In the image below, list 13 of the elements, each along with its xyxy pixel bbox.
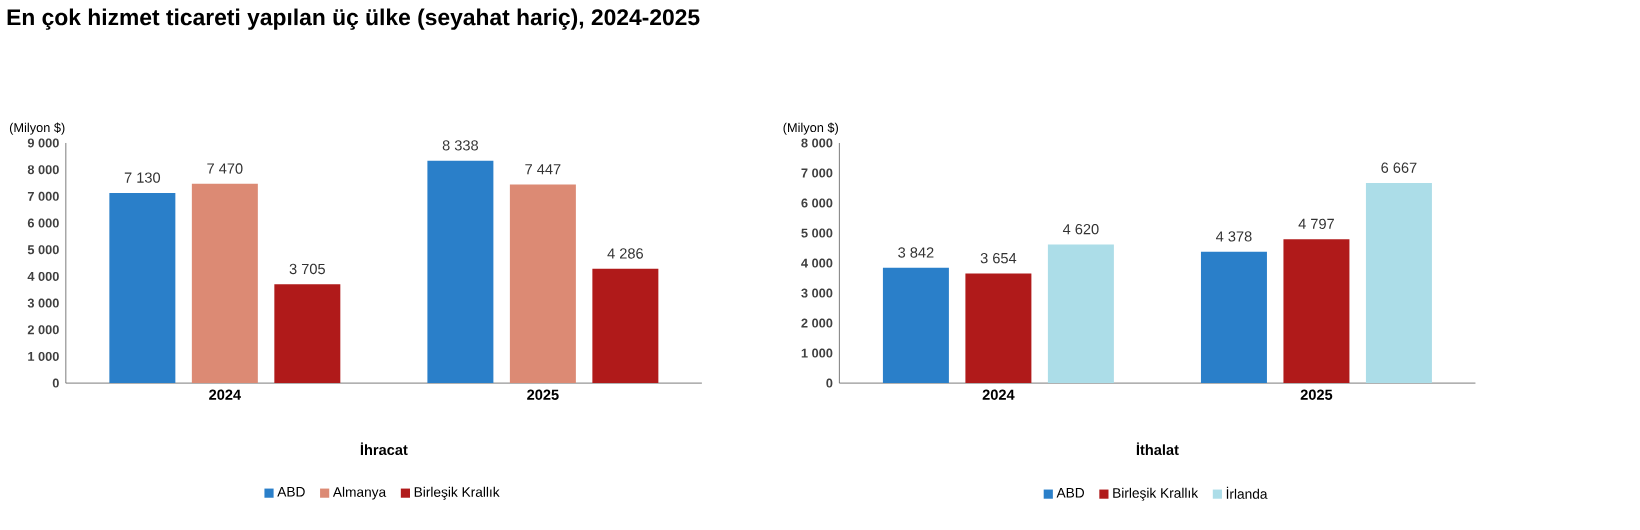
bar [965, 273, 1032, 384]
chart-title: En çok hizmet ticareti yapılan üç ülke (seyahat hariç), 2024-2025 [7, 8, 700, 30]
bar [1365, 183, 1432, 384]
bar [592, 268, 659, 384]
bar [1283, 239, 1350, 384]
bar [1200, 251, 1267, 384]
bar [109, 193, 176, 384]
bar [882, 267, 949, 384]
bar [191, 183, 258, 384]
bar [274, 284, 341, 384]
bar [509, 184, 576, 384]
bar [427, 160, 494, 384]
bar [1047, 244, 1114, 384]
